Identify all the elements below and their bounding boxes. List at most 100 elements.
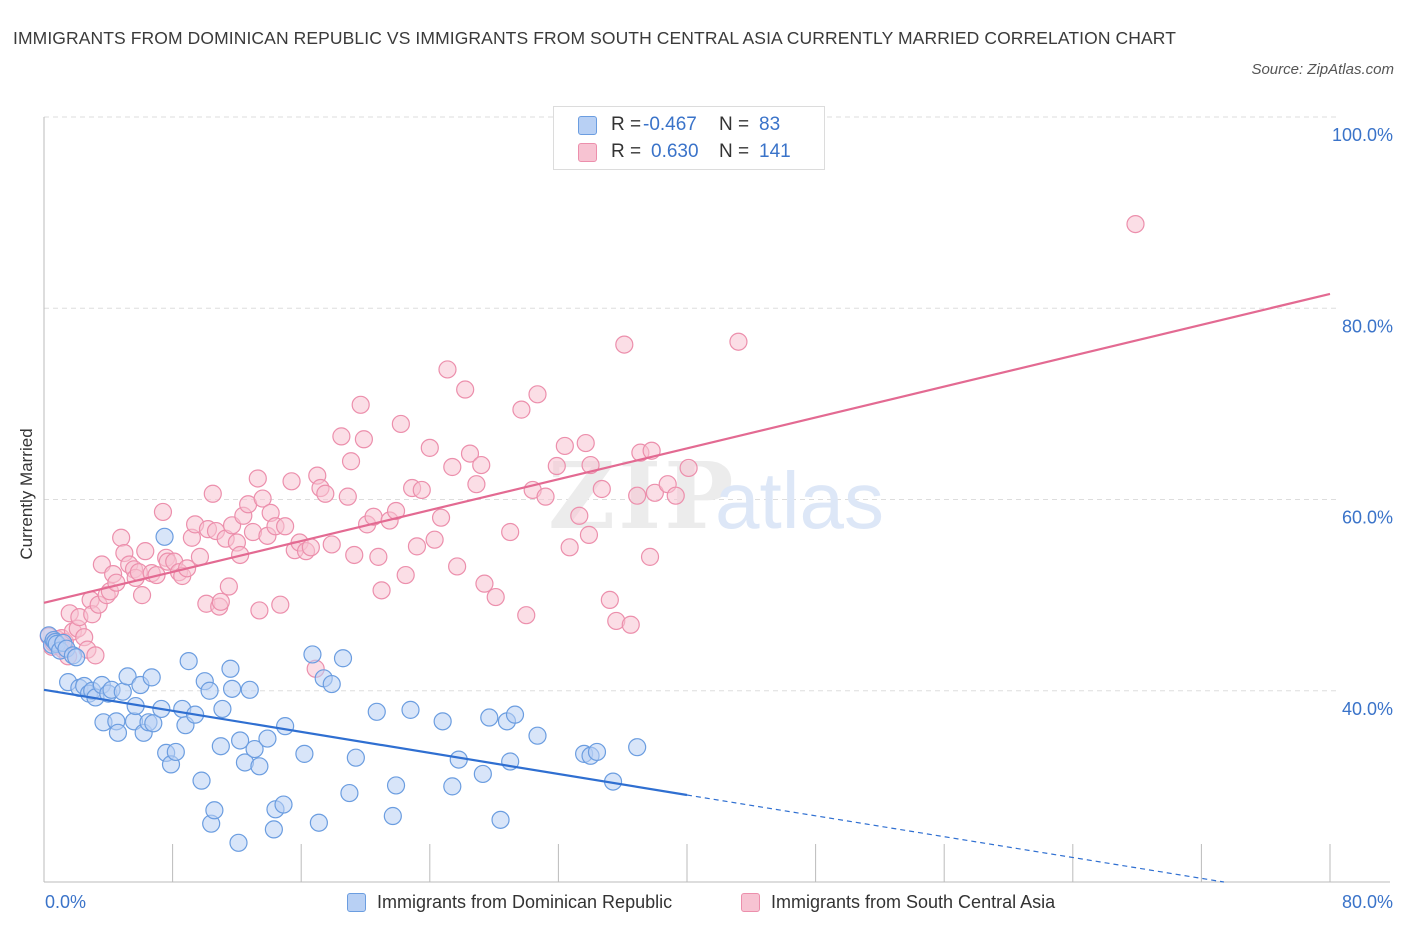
point-dominican-republic <box>628 738 647 757</box>
point-south-central-asia <box>555 436 574 456</box>
point-south-central-asia <box>396 565 415 585</box>
point-south-central-asia <box>322 535 341 554</box>
watermark-atlas: atlas <box>715 456 884 545</box>
bottom-legend-label: Immigrants from South Central Asia <box>771 891 1056 912</box>
point-south-central-asia <box>253 489 272 508</box>
point-south-central-asia <box>576 433 595 453</box>
y-tick-label: 40.0% <box>1342 699 1393 719</box>
point-south-central-asia <box>581 455 600 475</box>
legend-swatch-blue <box>578 115 597 135</box>
point-dominican-republic <box>346 748 365 767</box>
point-dominican-republic <box>205 801 224 820</box>
point-dominican-republic <box>108 723 128 742</box>
legend-n-label: N = <box>719 114 750 135</box>
gridlines <box>44 116 1340 692</box>
y-tick-label: 60.0% <box>1342 508 1393 528</box>
point-south-central-asia <box>219 577 238 596</box>
legend-r-value: -0.467 <box>643 114 697 135</box>
point-south-central-asia <box>369 547 388 566</box>
correlation-legend: R = -0.467 N = 83 R = 0.630 N = 141 <box>553 106 825 170</box>
point-south-central-asia <box>536 487 555 506</box>
point-south-central-asia <box>354 430 373 449</box>
bottom-legend-swatch-pink <box>741 892 760 912</box>
point-dominican-republic <box>367 702 386 721</box>
point-south-central-asia <box>203 484 222 503</box>
series-south-central-asia-points <box>39 215 1145 678</box>
bottom-legend-label: Immigrants from Dominican Republic <box>377 891 673 912</box>
x-tick-label: 0.0% <box>45 892 86 912</box>
legend-n-value: 141 <box>759 141 791 162</box>
point-south-central-asia <box>528 385 547 404</box>
point-south-central-asia <box>1126 215 1145 234</box>
point-dominican-republic <box>222 679 242 698</box>
point-south-central-asia <box>640 547 660 566</box>
point-south-central-asia <box>512 400 531 419</box>
legend-n-label: N = <box>719 141 750 162</box>
point-dominican-republic <box>491 810 510 829</box>
bottom-legend-dominican-republic: Immigrants from Dominican Republic <box>347 889 672 915</box>
point-south-central-asia <box>316 484 335 503</box>
point-south-central-asia <box>425 530 444 549</box>
point-dominican-republic <box>443 777 462 796</box>
y-axis-label: Currently Married <box>17 428 36 560</box>
point-south-central-asia <box>112 528 131 547</box>
x-tick-label: 80.0% <box>1342 892 1393 912</box>
point-south-central-asia <box>338 487 357 506</box>
y-tick-label: 100.0% <box>1332 125 1393 145</box>
point-dominican-republic <box>200 681 219 700</box>
point-dominican-republic <box>295 744 314 763</box>
point-south-central-asia <box>579 525 599 544</box>
legend-r-value: 0.630 <box>651 141 699 162</box>
point-dominican-republic <box>505 705 525 724</box>
point-dominican-republic <box>231 731 250 750</box>
point-dominican-republic <box>250 757 269 776</box>
series-dominican-republic-points <box>39 527 647 852</box>
point-south-central-asia <box>460 444 480 463</box>
chart-title: IMMIGRANTS FROM DOMINICAN REPUBLIC VS IM… <box>13 28 1176 48</box>
point-dominican-republic <box>258 729 277 748</box>
point-south-central-asia <box>679 458 698 478</box>
point-south-central-asia <box>615 335 634 354</box>
point-south-central-asia <box>560 538 579 557</box>
point-dominican-republic <box>340 783 359 803</box>
point-south-central-asia <box>431 508 451 527</box>
point-dominican-republic <box>166 742 185 762</box>
point-dominican-republic <box>528 726 547 745</box>
point-south-central-asia <box>592 479 611 499</box>
point-south-central-asia <box>456 380 475 399</box>
point-south-central-asia <box>443 457 462 477</box>
point-south-central-asia <box>501 522 520 542</box>
point-south-central-asia <box>332 427 351 446</box>
point-dominican-republic <box>179 652 198 671</box>
point-dominican-republic <box>433 712 452 731</box>
regression-line-south-central-asia <box>43 292 1331 604</box>
point-south-central-asia <box>153 502 173 522</box>
legend-r-label: R = <box>611 141 642 162</box>
tick-labels: 100.0% 80.0% 60.0% 40.0% 0.0% 80.0% <box>45 125 1393 912</box>
point-dominican-republic <box>221 659 240 678</box>
point-south-central-asia <box>386 501 406 521</box>
point-south-central-asia <box>282 472 301 491</box>
point-dominican-republic <box>211 737 230 756</box>
point-dominican-republic <box>144 714 163 733</box>
y-tick-label: 80.0% <box>1342 316 1393 336</box>
point-south-central-asia <box>600 590 619 610</box>
point-dominican-republic <box>309 813 328 832</box>
point-south-central-asia <box>136 542 155 561</box>
bottom-legend-swatch-blue <box>347 892 366 912</box>
point-south-central-asia <box>475 574 494 593</box>
point-dominican-republic <box>276 717 295 736</box>
regression-extension-dominican-republic <box>686 794 1225 883</box>
point-south-central-asia <box>412 480 431 500</box>
point-dominican-republic <box>480 708 499 727</box>
point-south-central-asia <box>345 545 364 565</box>
point-south-central-asia <box>351 395 370 414</box>
point-south-central-asia <box>645 483 664 502</box>
point-dominican-republic <box>245 739 264 759</box>
point-south-central-asia <box>486 587 505 607</box>
point-south-central-asia <box>391 414 410 434</box>
point-south-central-asia <box>666 486 685 505</box>
point-dominican-republic <box>333 649 353 668</box>
point-south-central-asia <box>729 332 748 351</box>
